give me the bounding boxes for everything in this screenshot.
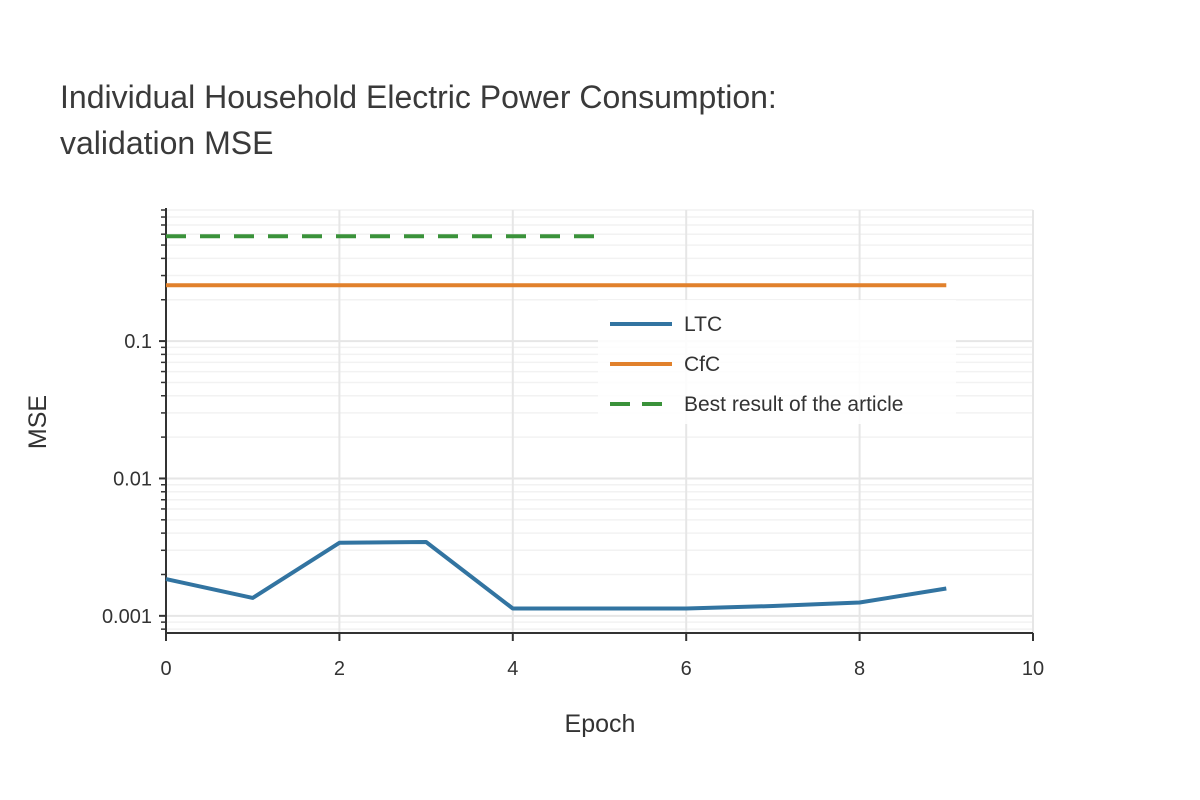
chart-title-line-1: Individual Household Electric Power Cons…	[60, 79, 777, 115]
y-tick-label: 0.01	[113, 468, 152, 490]
chart-title-line-2: validation MSE	[60, 125, 274, 161]
legend[interactable]: LTC CfC Best result of the article	[598, 300, 956, 424]
y-axis-label: MSE	[24, 395, 52, 449]
y-tick-label: 0.001	[102, 606, 152, 628]
x-axis-label: Epoch	[565, 710, 636, 738]
legend-label[interactable]: CfC	[684, 353, 720, 376]
x-tick-label: 0	[160, 658, 171, 680]
y-tick-label: 0.1	[124, 331, 152, 353]
series-lines	[165, 234, 947, 611]
x-tick-label: 8	[854, 658, 865, 680]
x-tick-label: 6	[681, 658, 692, 680]
series-line-1	[165, 540, 947, 611]
x-tick-label: 4	[507, 658, 518, 680]
x-tick-label: 2	[334, 658, 345, 680]
x-tick-label: 10	[1022, 658, 1044, 680]
chart-title: Individual Household Electric Power Cons…	[60, 74, 777, 166]
legend-label[interactable]: Best result of the article	[684, 393, 903, 416]
axes: 0 2 4 6 8 10 0.001 0.01 0.1	[102, 208, 1044, 680]
legend-label[interactable]: LTC	[684, 313, 722, 336]
